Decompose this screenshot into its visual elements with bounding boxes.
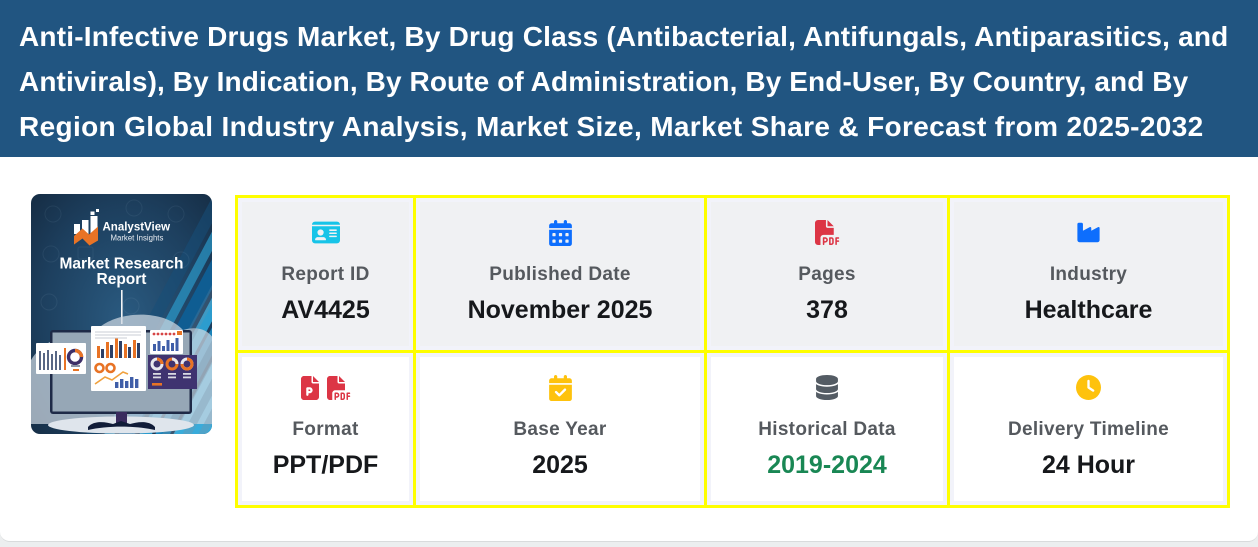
svg-text:Market Research: Market Research (59, 256, 183, 273)
svg-text:Market Insights: Market Insights (111, 234, 164, 243)
svg-text:Report: Report (97, 271, 147, 288)
svg-text:AnalystView: AnalystView (103, 222, 171, 234)
